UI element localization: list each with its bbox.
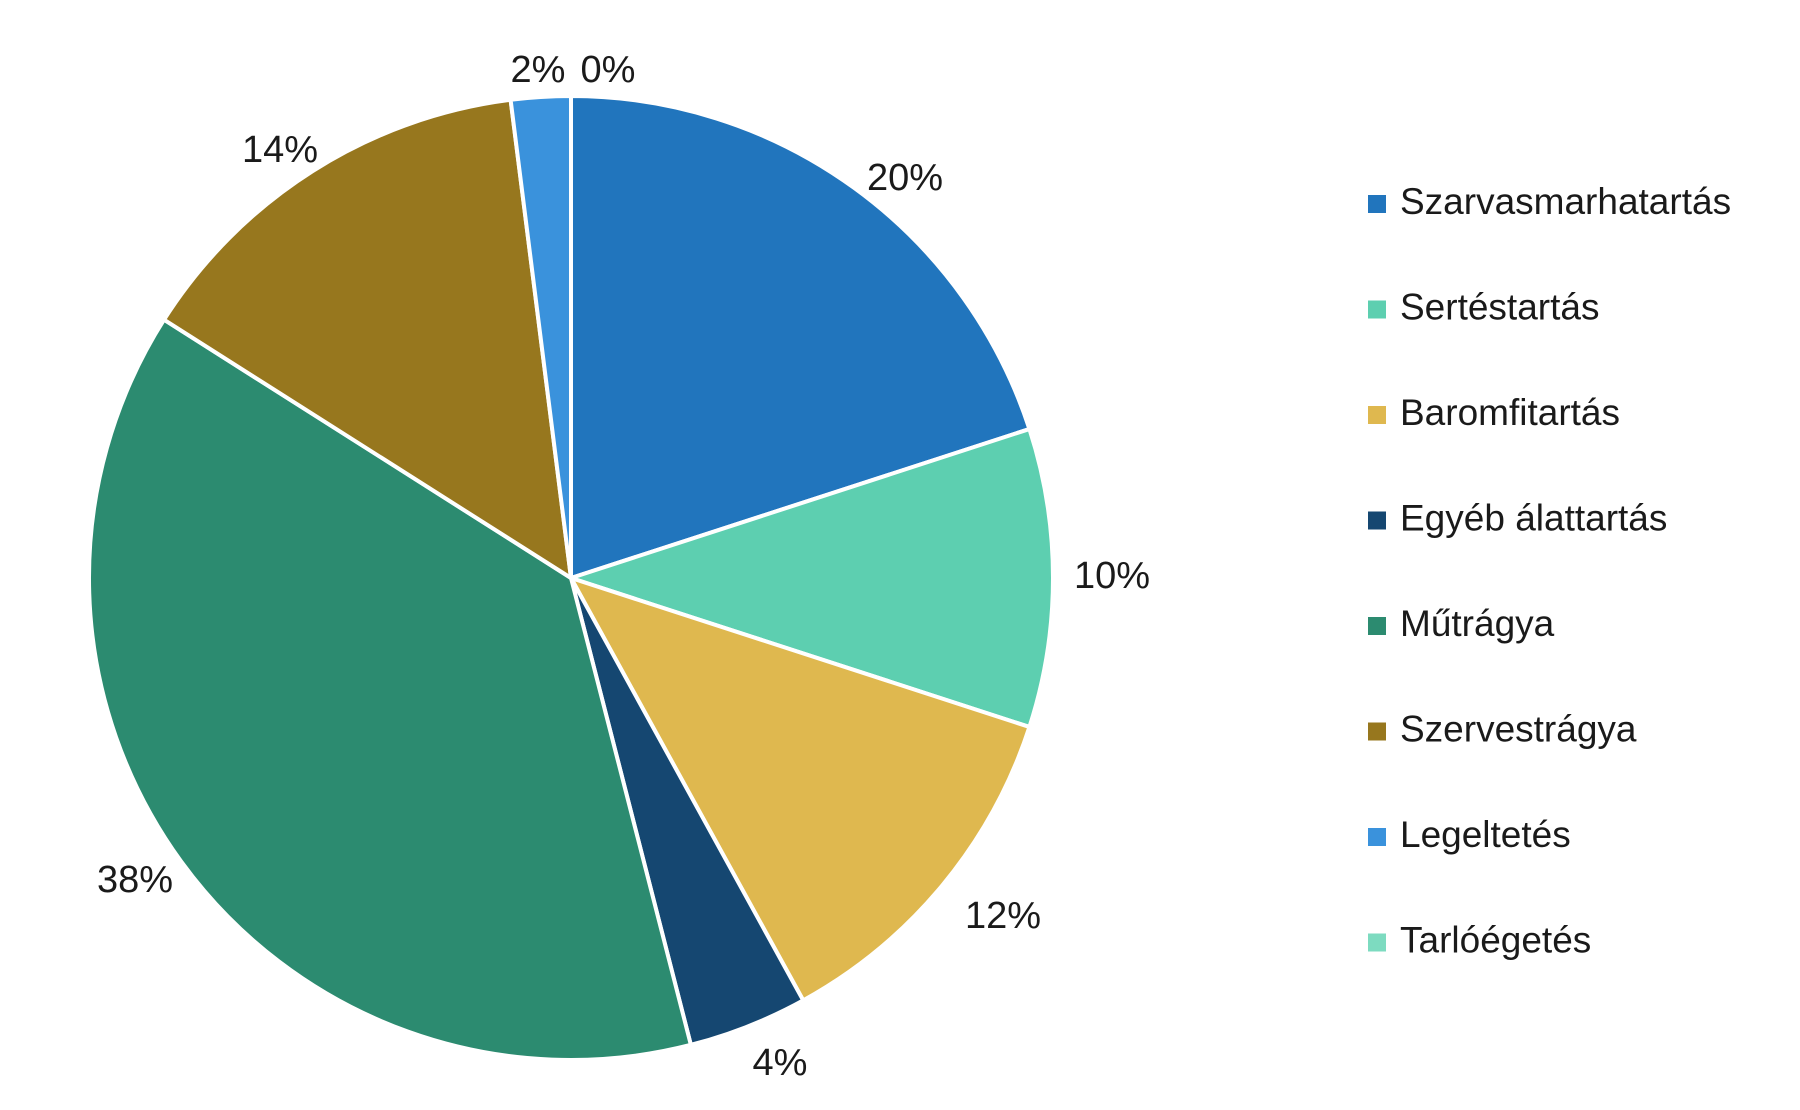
data-label-baromfitart-s: 12% [965,895,1041,937]
legend-label: Tarlóégetés [1400,919,1591,960]
legend-label: Műtrágya [1400,603,1555,644]
legend-swatch [1368,828,1386,846]
pie-data-labels: 20% 10% 12% 4% 38% 14% 2% 0% [97,49,1150,1084]
data-label-szervestr-gya: 14% [242,129,318,171]
data-label-tarl-get-s: 0% [581,49,636,91]
legend-item-tarl-get-s: Tarlóégetés [1368,919,1591,960]
legend-item-legeltet-s: Legeltetés [1368,814,1571,855]
legend: Szarvasmarhatartás Sertéstartás Baromfitar… [1368,181,1731,960]
pie-slices [86,94,1055,1062]
pie-slice-m-tr-gya [86,317,693,1062]
legend-item-szarvasmarhatart-s: Szarvasmarhatartás [1368,181,1731,222]
data-label-sert-start-s: 10% [1074,555,1150,597]
legend-swatch [1368,722,1386,741]
legend-swatch [1368,300,1386,319]
legend-item-egy-b-lattart-s: Egyéb álattartás [1368,497,1667,538]
legend-label: Legeltetés [1400,814,1571,855]
data-label-szarvasmarhatart-s: 20% [867,157,943,199]
legend-item-sert-start-s: Sertéstartás [1368,286,1599,327]
data-label-m-tr-gya: 38% [97,859,173,901]
legend-item-baromfitart-s: Baromfitartás [1368,392,1620,433]
legend-swatch [1368,933,1386,952]
legend-item-m-tr-gya: Műtrágya [1368,603,1555,644]
legend-swatch [1368,617,1386,635]
legend-item-szervestr-gya: Szervestrágya [1368,708,1637,749]
legend-label: Egyéb álattartás [1400,497,1667,538]
legend-swatch [1368,195,1386,213]
legend-label: Szervestrágya [1400,708,1637,749]
pie-slice-baromfitart-s [569,576,1032,1003]
data-label-egy-b-lattart-s: 4% [753,1042,808,1084]
legend-swatch [1368,511,1386,530]
legend-swatch [1368,406,1386,424]
legend-label: Sertéstartás [1400,286,1599,327]
pie-slice-sert-start-s [569,427,1055,729]
legend-label: Baromfitartás [1400,392,1620,433]
pie-slice-szarvasmarhatart-s [569,94,1032,580]
data-label-legeltet-s: 2% [511,49,566,91]
legend-label: Szarvasmarhatartás [1400,181,1731,222]
pie-slice-szervestr-gya [162,97,573,580]
